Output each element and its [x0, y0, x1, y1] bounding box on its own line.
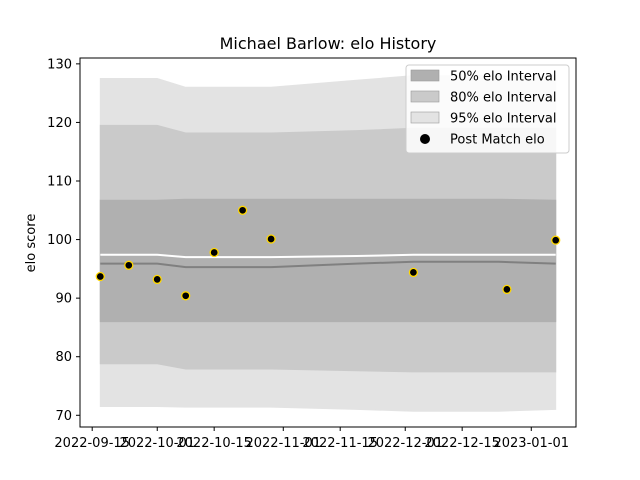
x-tick-label: 2022-10-01: [119, 436, 195, 451]
post-match-elo-point: [551, 235, 561, 245]
x-tick-label: 2022-11-01: [245, 436, 321, 451]
band-50: [99, 198, 557, 323]
x-tick-label: 2022-12-01: [367, 436, 443, 451]
post-match-elo-point: [95, 271, 105, 282]
legend: 50% elo Interval 80% elo Interval 95% elo …: [405, 64, 570, 154]
legend-label: 80% elo Interval: [450, 91, 557, 106]
post-match-elo-point: [237, 205, 248, 215]
post-match-elo-point: [152, 274, 162, 285]
legend-label: 50% elo Interval: [450, 70, 557, 85]
post-match-elo-point: [408, 267, 419, 278]
legend-box: [405, 64, 570, 154]
legend-label: 95% elo Interval: [450, 112, 557, 127]
legend-marker: [420, 134, 430, 144]
y-tick-label: 130: [47, 57, 72, 72]
x-tick-label: 2023-01-01: [493, 436, 569, 451]
y-tick-label: 120: [47, 116, 72, 131]
axes: 7080901001101201302022-09-152022-10-0120…: [47, 57, 577, 451]
post-match-elo-point: [209, 247, 219, 258]
legend-swatch: [410, 111, 440, 124]
y-tick-label: 90: [55, 292, 72, 307]
legend-label: Post Match elo: [450, 133, 545, 148]
mean-elo-line: [100, 260, 556, 269]
legend-swatch: [410, 90, 440, 103]
y-tick-label: 110: [47, 175, 72, 190]
y-tick-label: 100: [47, 233, 72, 248]
x-tick-label: 2022-11-15: [302, 436, 378, 451]
legend-swatch: [410, 69, 440, 82]
post-match-elo-point: [502, 284, 512, 295]
y-tick-label: 80: [55, 350, 72, 365]
post-match-elo-point: [266, 234, 276, 244]
upper-elo-line: [100, 253, 556, 259]
x-tick-label: 2022-09-15: [54, 436, 130, 451]
chart-title: Michael Barlow: elo History: [220, 34, 437, 53]
post-match-elo-point: [124, 260, 134, 270]
x-tick-label: 2022-10-15: [176, 436, 252, 451]
post-match-elo-point: [181, 291, 191, 301]
y-tick-label: 70: [55, 409, 72, 424]
axes-frame: [79, 57, 577, 428]
plot-area: [95, 75, 561, 412]
x-tick-label: 2022-12-15: [424, 436, 500, 451]
y-axis-label: elo score: [24, 214, 39, 273]
